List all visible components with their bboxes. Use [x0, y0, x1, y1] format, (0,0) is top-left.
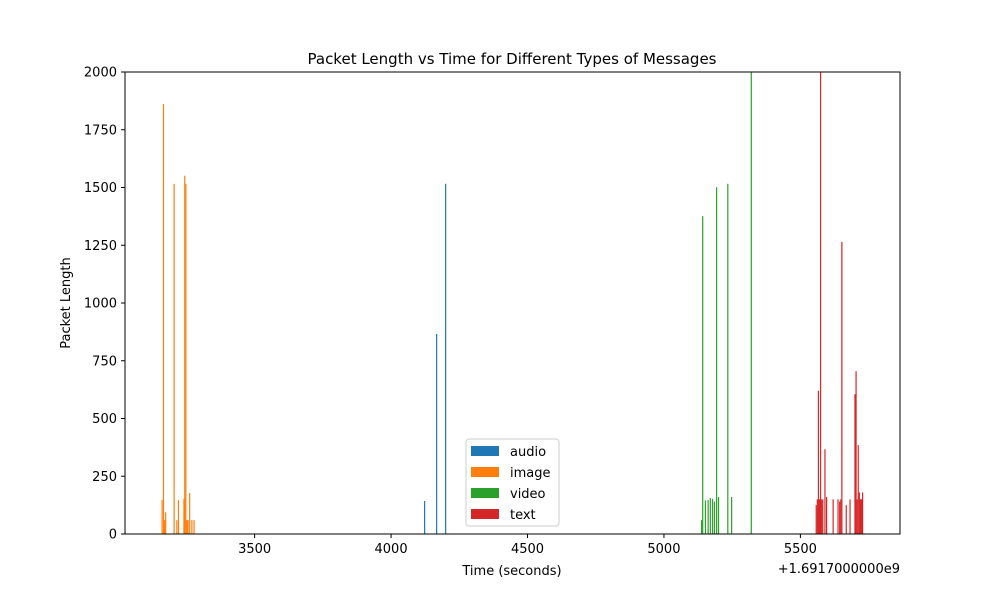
bar-text [819, 72, 822, 534]
bar-text [841, 241, 843, 535]
bar-text [824, 449, 826, 534]
bar-video [702, 216, 704, 534]
bar-video [717, 497, 720, 534]
legend-box [465, 438, 560, 527]
x-tick-label: 4500 [511, 542, 544, 557]
bar-text [858, 492, 860, 534]
bar-audio [424, 500, 426, 534]
bar-audio [436, 333, 438, 534]
y-tick-label: 0 [109, 528, 117, 543]
bar-image [177, 500, 180, 534]
bar-video [711, 498, 714, 534]
bar-image [173, 183, 175, 535]
x-tick-label: 3500 [238, 542, 271, 557]
bar-text [839, 501, 841, 534]
bar-image [163, 520, 166, 534]
bar-image [161, 500, 163, 534]
bar-video [701, 520, 703, 534]
legend: audio image video text [465, 438, 560, 527]
bar-text [840, 499, 842, 534]
y-tick-label: 250 [92, 470, 117, 485]
bar-image [187, 520, 189, 534]
bar-audio [445, 183, 447, 535]
bar-video [727, 183, 729, 535]
x-axis-label: Time (seconds) [461, 564, 561, 579]
bar-text [855, 371, 857, 534]
x-tick-label: 4000 [375, 542, 408, 557]
x-axis-ticks: 3500 4000 4500 5000 5500 [238, 534, 817, 557]
legend-swatch-image [471, 467, 499, 477]
bar-text [825, 497, 828, 534]
x-tick-label: 5000 [647, 542, 680, 557]
legend-swatch-video [471, 488, 499, 498]
legend-label-image: image [510, 466, 551, 481]
bar-image [189, 493, 191, 534]
bar-image [186, 520, 188, 534]
bar-text [845, 505, 847, 535]
bar-image [176, 520, 178, 534]
legend-swatch-text [471, 509, 499, 519]
bar-text [818, 499, 821, 534]
bar-image [193, 520, 195, 534]
bar-video [731, 497, 733, 534]
bar-text [837, 499, 839, 534]
bar-text [832, 499, 834, 534]
bar-text [857, 445, 859, 534]
y-tick-label: 1250 [84, 239, 117, 254]
bar-text [862, 492, 864, 534]
bar-text [816, 499, 818, 534]
bar-text [856, 499, 858, 534]
bar-image [162, 104, 165, 535]
bar-image [185, 183, 187, 535]
bar-text [821, 499, 823, 534]
legend-label-video: video [510, 487, 546, 502]
bar-video [713, 501, 716, 534]
x-axis-offset: +1.6917000000e9 [778, 562, 900, 577]
bar-image [183, 498, 185, 534]
bar-video [750, 72, 752, 534]
bar-image [184, 175, 186, 534]
bar-text [817, 390, 820, 534]
bar-video [704, 500, 707, 534]
legend-swatch-audio [471, 446, 499, 456]
bar-video [716, 187, 718, 534]
bar-text [860, 499, 863, 534]
y-tick-label: 2000 [84, 66, 117, 81]
bar-text [822, 499, 824, 534]
y-tick-label: 500 [92, 412, 117, 427]
y-tick-label: 1750 [84, 123, 117, 138]
bar-text [849, 499, 851, 534]
bar-text [854, 394, 856, 534]
y-tick-label: 1000 [84, 297, 117, 312]
bar-text [815, 505, 817, 535]
legend-label-audio: audio [510, 445, 546, 460]
bar-text [859, 499, 862, 534]
bars-layer [161, 72, 864, 535]
y-axis-ticks: 0 250 500 750 1000 1250 1500 1750 2000 [84, 66, 125, 543]
bar-video [709, 497, 711, 534]
y-axis-label: Packet Length [59, 257, 74, 349]
y-tick-label: 750 [92, 354, 117, 369]
x-tick-label: 5500 [784, 542, 817, 557]
legend-label-text: text [510, 508, 536, 523]
chart-title: Packet Length vs Time for Different Type… [308, 50, 717, 68]
bar-image [191, 520, 193, 534]
bar-video [707, 500, 709, 534]
bar-image [165, 512, 167, 534]
y-tick-label: 1500 [84, 181, 117, 196]
